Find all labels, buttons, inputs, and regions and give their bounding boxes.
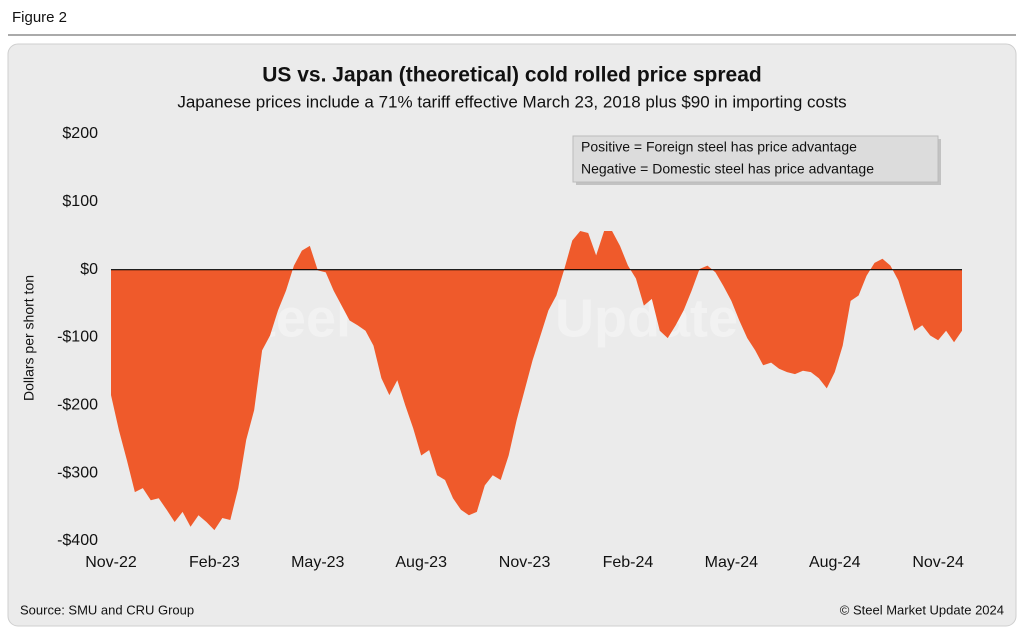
figure-label: Figure 2 [12,9,67,26]
area [111,231,962,531]
y-tick-label: -$400 [57,532,98,549]
y-tick-label: -$200 [57,397,98,414]
x-tick-label: May-23 [291,554,344,571]
y-tick-label: $200 [62,125,98,142]
x-tick-label: Nov-23 [499,554,551,571]
copyright: © Steel Market Update 2024 [840,602,1004,617]
chart-subtitle: Japanese prices include a 71% tariff eff… [177,92,846,111]
chart-title: US vs. Japan (theoretical) cold rolled p… [262,64,762,87]
x-tick-label: Nov-24 [912,554,964,571]
x-tick-label: Aug-23 [395,554,447,571]
y-tick-label: $100 [62,193,98,210]
y-tick-label: $0 [80,261,98,278]
legend-text: Positive = Foreign steel has price advan… [581,139,857,155]
y-tick-label: -$100 [57,329,98,346]
y-tick-label: -$300 [57,464,98,481]
y-axis-label: Dollars per short ton [21,275,37,401]
x-tick-label: Feb-23 [189,554,240,571]
x-tick-label: Nov-22 [85,554,137,571]
x-tick-label: Aug-24 [809,554,861,571]
source-note: Source: SMU and CRU Group [20,602,194,617]
legend-box [572,135,939,183]
legend-text: Negative = Domestic steel has price adva… [581,161,874,177]
plot-area: -$400 -$300 -$200 -$100 $0 $100 $200 Nov-22 Feb-… [57,125,964,571]
x-tick-label: Feb-24 [603,554,654,571]
x-tick-label: May-24 [705,554,758,571]
